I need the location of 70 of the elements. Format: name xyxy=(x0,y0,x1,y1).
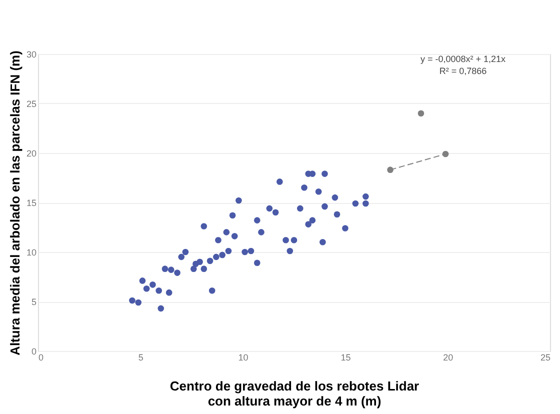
point xyxy=(219,252,226,258)
point xyxy=(223,229,230,236)
point xyxy=(258,229,264,236)
y-tick-label: 15 xyxy=(26,198,36,208)
point xyxy=(296,205,304,212)
point xyxy=(166,289,172,296)
point xyxy=(362,200,369,207)
point xyxy=(332,194,338,201)
point xyxy=(309,170,316,177)
point xyxy=(322,203,328,210)
y-tick-label: 10 xyxy=(26,248,36,258)
point xyxy=(158,305,164,312)
y-tick-label: 20 xyxy=(26,148,36,158)
point xyxy=(309,217,316,224)
point xyxy=(229,212,236,219)
point xyxy=(190,266,197,272)
point xyxy=(352,200,359,207)
point xyxy=(178,254,185,260)
point xyxy=(150,282,156,288)
x-tick-label: 20 xyxy=(443,352,454,362)
point xyxy=(225,248,232,254)
point xyxy=(286,248,294,254)
x-tick-label: 0 xyxy=(38,352,44,362)
point xyxy=(162,266,168,272)
point xyxy=(196,258,203,266)
point xyxy=(215,236,222,244)
point xyxy=(200,223,208,230)
point xyxy=(135,299,142,306)
point xyxy=(305,221,312,228)
point xyxy=(266,205,273,212)
point xyxy=(143,285,150,292)
x-tick-label: 25 xyxy=(540,352,550,362)
point xyxy=(156,287,162,294)
y-tick-label: 30 xyxy=(26,50,36,60)
point xyxy=(208,287,216,294)
x-tick-label: 15 xyxy=(340,352,351,362)
point xyxy=(206,258,214,264)
point xyxy=(320,238,326,246)
point xyxy=(276,178,283,185)
point xyxy=(254,217,260,224)
y-tick-label: 5 xyxy=(31,297,36,307)
y-tick-label: 25 xyxy=(26,99,36,109)
y-axis-title: Altura media del arbolado en las parcelas IFN (m) xyxy=(7,50,22,356)
point xyxy=(334,211,340,218)
point xyxy=(139,278,146,284)
point xyxy=(174,270,180,276)
x-tick-label: 5 xyxy=(138,352,144,362)
annotation: R² = 0,7866 xyxy=(439,66,487,76)
annotation: y = -0,0008x² + 1,21x xyxy=(420,54,506,64)
point xyxy=(182,248,189,256)
point xyxy=(282,236,289,244)
point xyxy=(236,197,242,204)
point xyxy=(254,260,260,266)
point xyxy=(362,193,369,200)
point xyxy=(168,266,174,273)
point xyxy=(200,266,208,272)
point xyxy=(342,225,348,232)
point xyxy=(242,248,248,256)
point xyxy=(248,248,254,254)
point xyxy=(322,170,328,177)
x-tick-label: 10 xyxy=(238,352,248,362)
point xyxy=(213,254,220,260)
point xyxy=(272,209,279,216)
point xyxy=(315,188,322,195)
point xyxy=(301,184,308,191)
point xyxy=(418,110,424,117)
point xyxy=(231,233,238,240)
point xyxy=(290,236,298,244)
x-axis-title: Centro de gravedad de los rebotes Lidar con altura mayor de 4 m (m) xyxy=(170,378,420,408)
point xyxy=(129,297,136,304)
